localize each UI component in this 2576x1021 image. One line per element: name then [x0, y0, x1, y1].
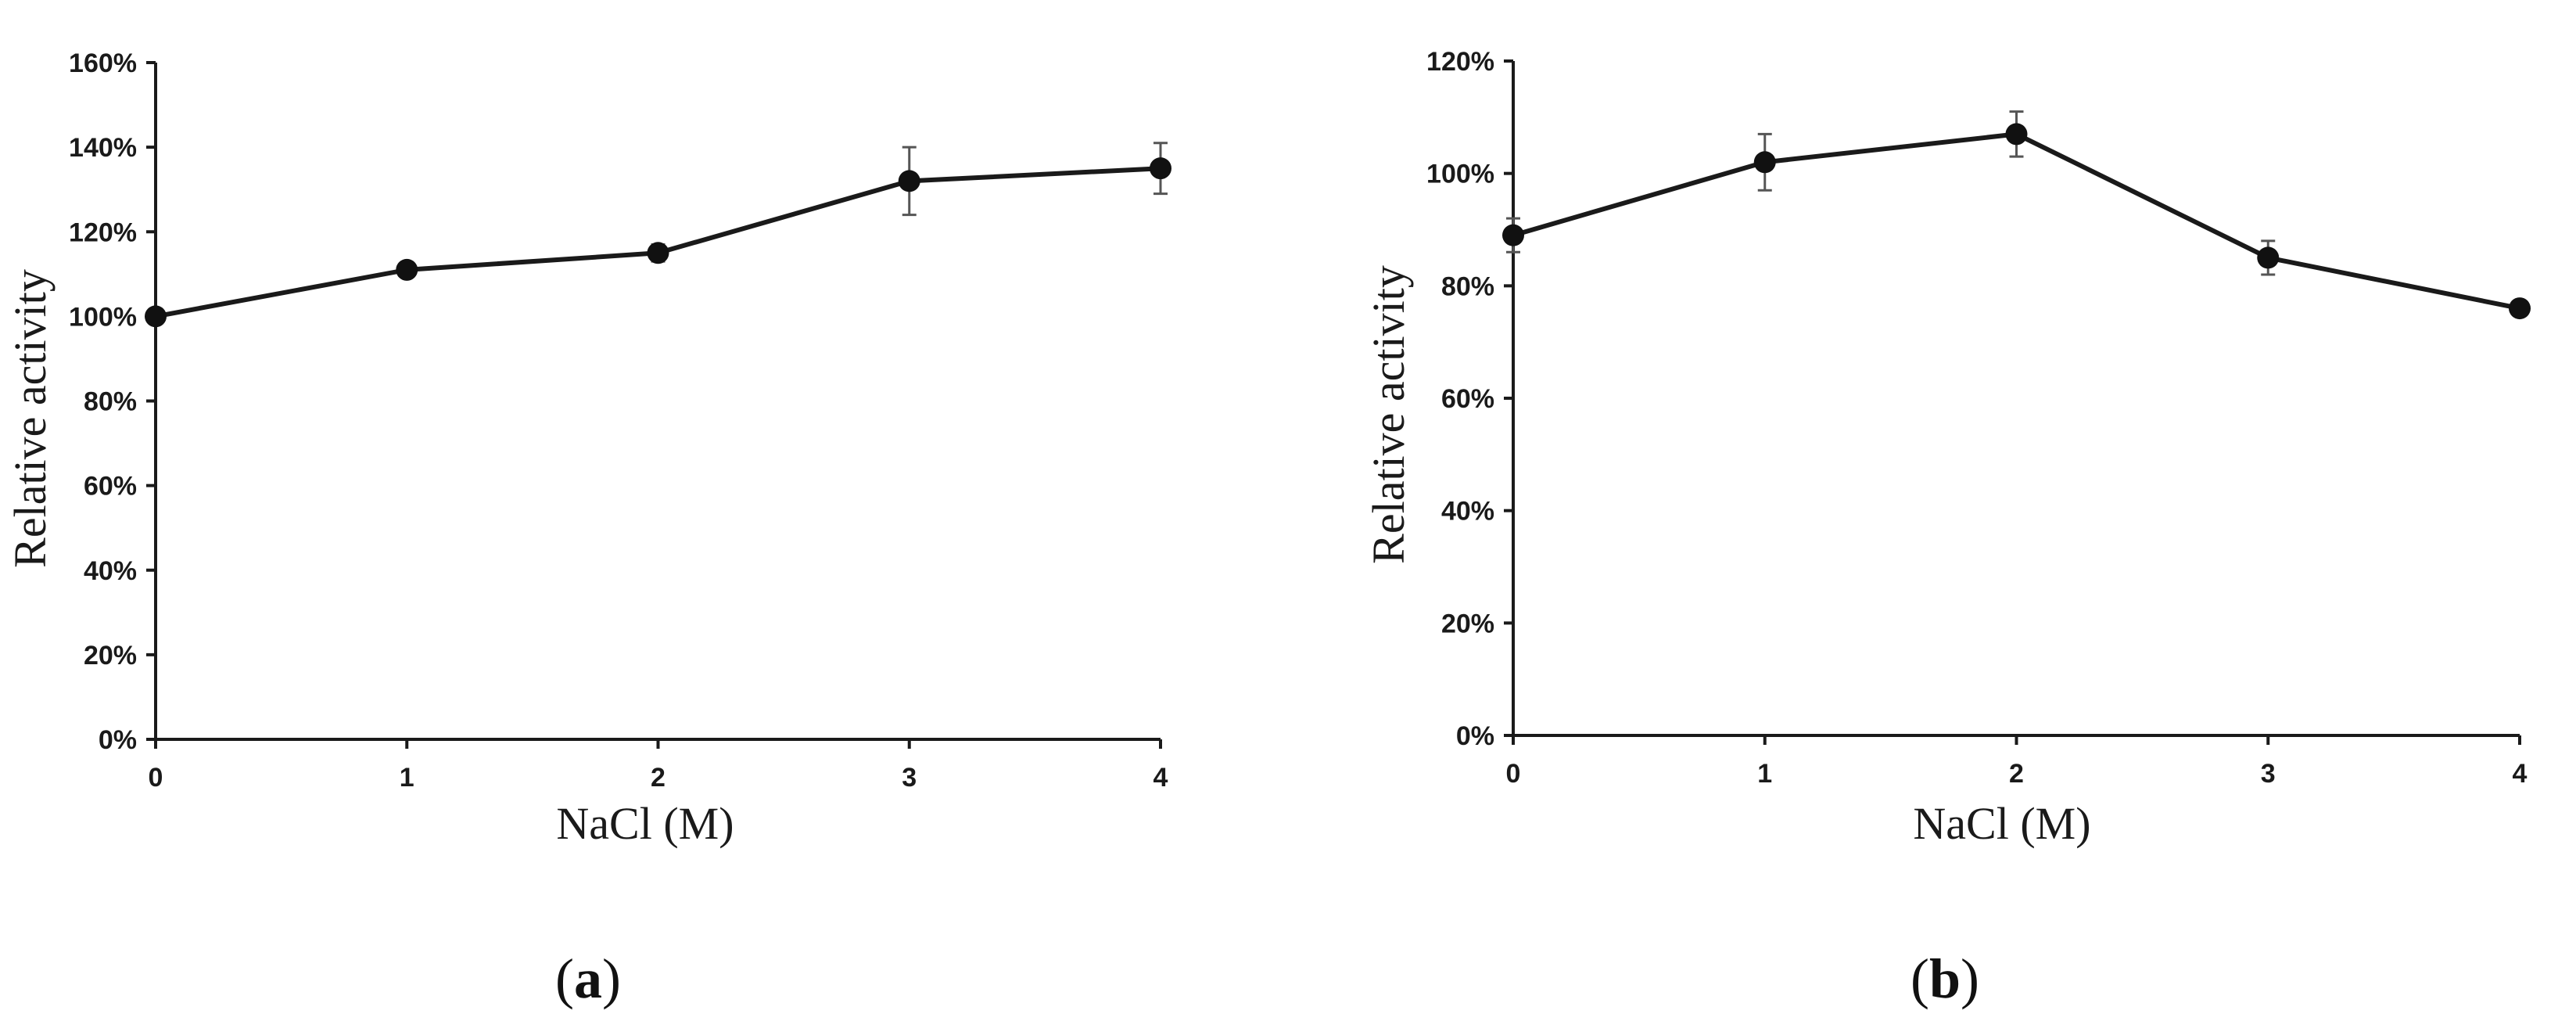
data-point	[2257, 246, 2280, 269]
data-point	[145, 305, 167, 328]
data-point	[1502, 224, 1524, 246]
y-tick-label: 120%	[1426, 47, 1494, 77]
x-tick-label: 0	[1506, 759, 1521, 789]
x-tick-label: 4	[2513, 759, 2528, 789]
y-tick-label: 0%	[99, 725, 137, 755]
x-tick-label: 1	[400, 763, 414, 793]
data-point	[396, 258, 418, 281]
panel-label: (b)	[1910, 947, 1979, 1010]
x-tick-label: 4	[1153, 763, 1168, 793]
y-tick-label: 140%	[69, 133, 137, 163]
x-tick-label: 3	[902, 763, 917, 793]
y-tick-label: 40%	[84, 556, 137, 586]
y-tick-label: 60%	[84, 472, 137, 502]
y-tick-label: 20%	[1441, 609, 1494, 638]
y-tick-label: 160%	[69, 49, 137, 78]
data-point	[1753, 151, 1776, 174]
x-tick-label: 3	[2261, 759, 2276, 789]
y-tick-label: 80%	[84, 387, 137, 417]
y-tick-label: 120%	[69, 218, 137, 247]
data-point	[898, 170, 920, 192]
data-point	[1150, 157, 1171, 180]
y-tick-label: 60%	[1441, 384, 1494, 414]
y-tick-label: 40%	[1441, 497, 1494, 527]
y-tick-label: 20%	[84, 641, 137, 670]
y-tick-label: 0%	[1456, 721, 1494, 751]
y-tick-label: 80%	[1441, 271, 1494, 301]
panel-label: (a)	[555, 947, 621, 1010]
x-tick-label: 2	[651, 763, 666, 793]
series-line	[1512, 131, 2520, 311]
y-tick-label: 100%	[1426, 160, 1494, 189]
chart-panel-b: Relative activity NaCl (M) (b) 0% 20% 40% 6…	[1363, 47, 2531, 1010]
x-axis-title: NaCl (M)	[556, 798, 734, 849]
x-tick-label: 1	[1757, 759, 1772, 789]
x-tick-label: 2	[2009, 759, 2024, 789]
chart-panel-a: Relative activity NaCl (M) (a) 0% 20% 40% 6…	[5, 49, 1171, 1010]
data-point	[2005, 123, 2028, 146]
x-tick-label: 0	[149, 763, 163, 793]
data-point	[647, 242, 669, 264]
x-axis-title: NaCl (M)	[1913, 798, 2090, 849]
data-point	[2509, 297, 2531, 320]
y-axis-title: Relative activity	[5, 269, 56, 568]
y-axis-title: Relative activity	[1363, 265, 1414, 564]
y-tick-label: 100%	[69, 302, 137, 332]
